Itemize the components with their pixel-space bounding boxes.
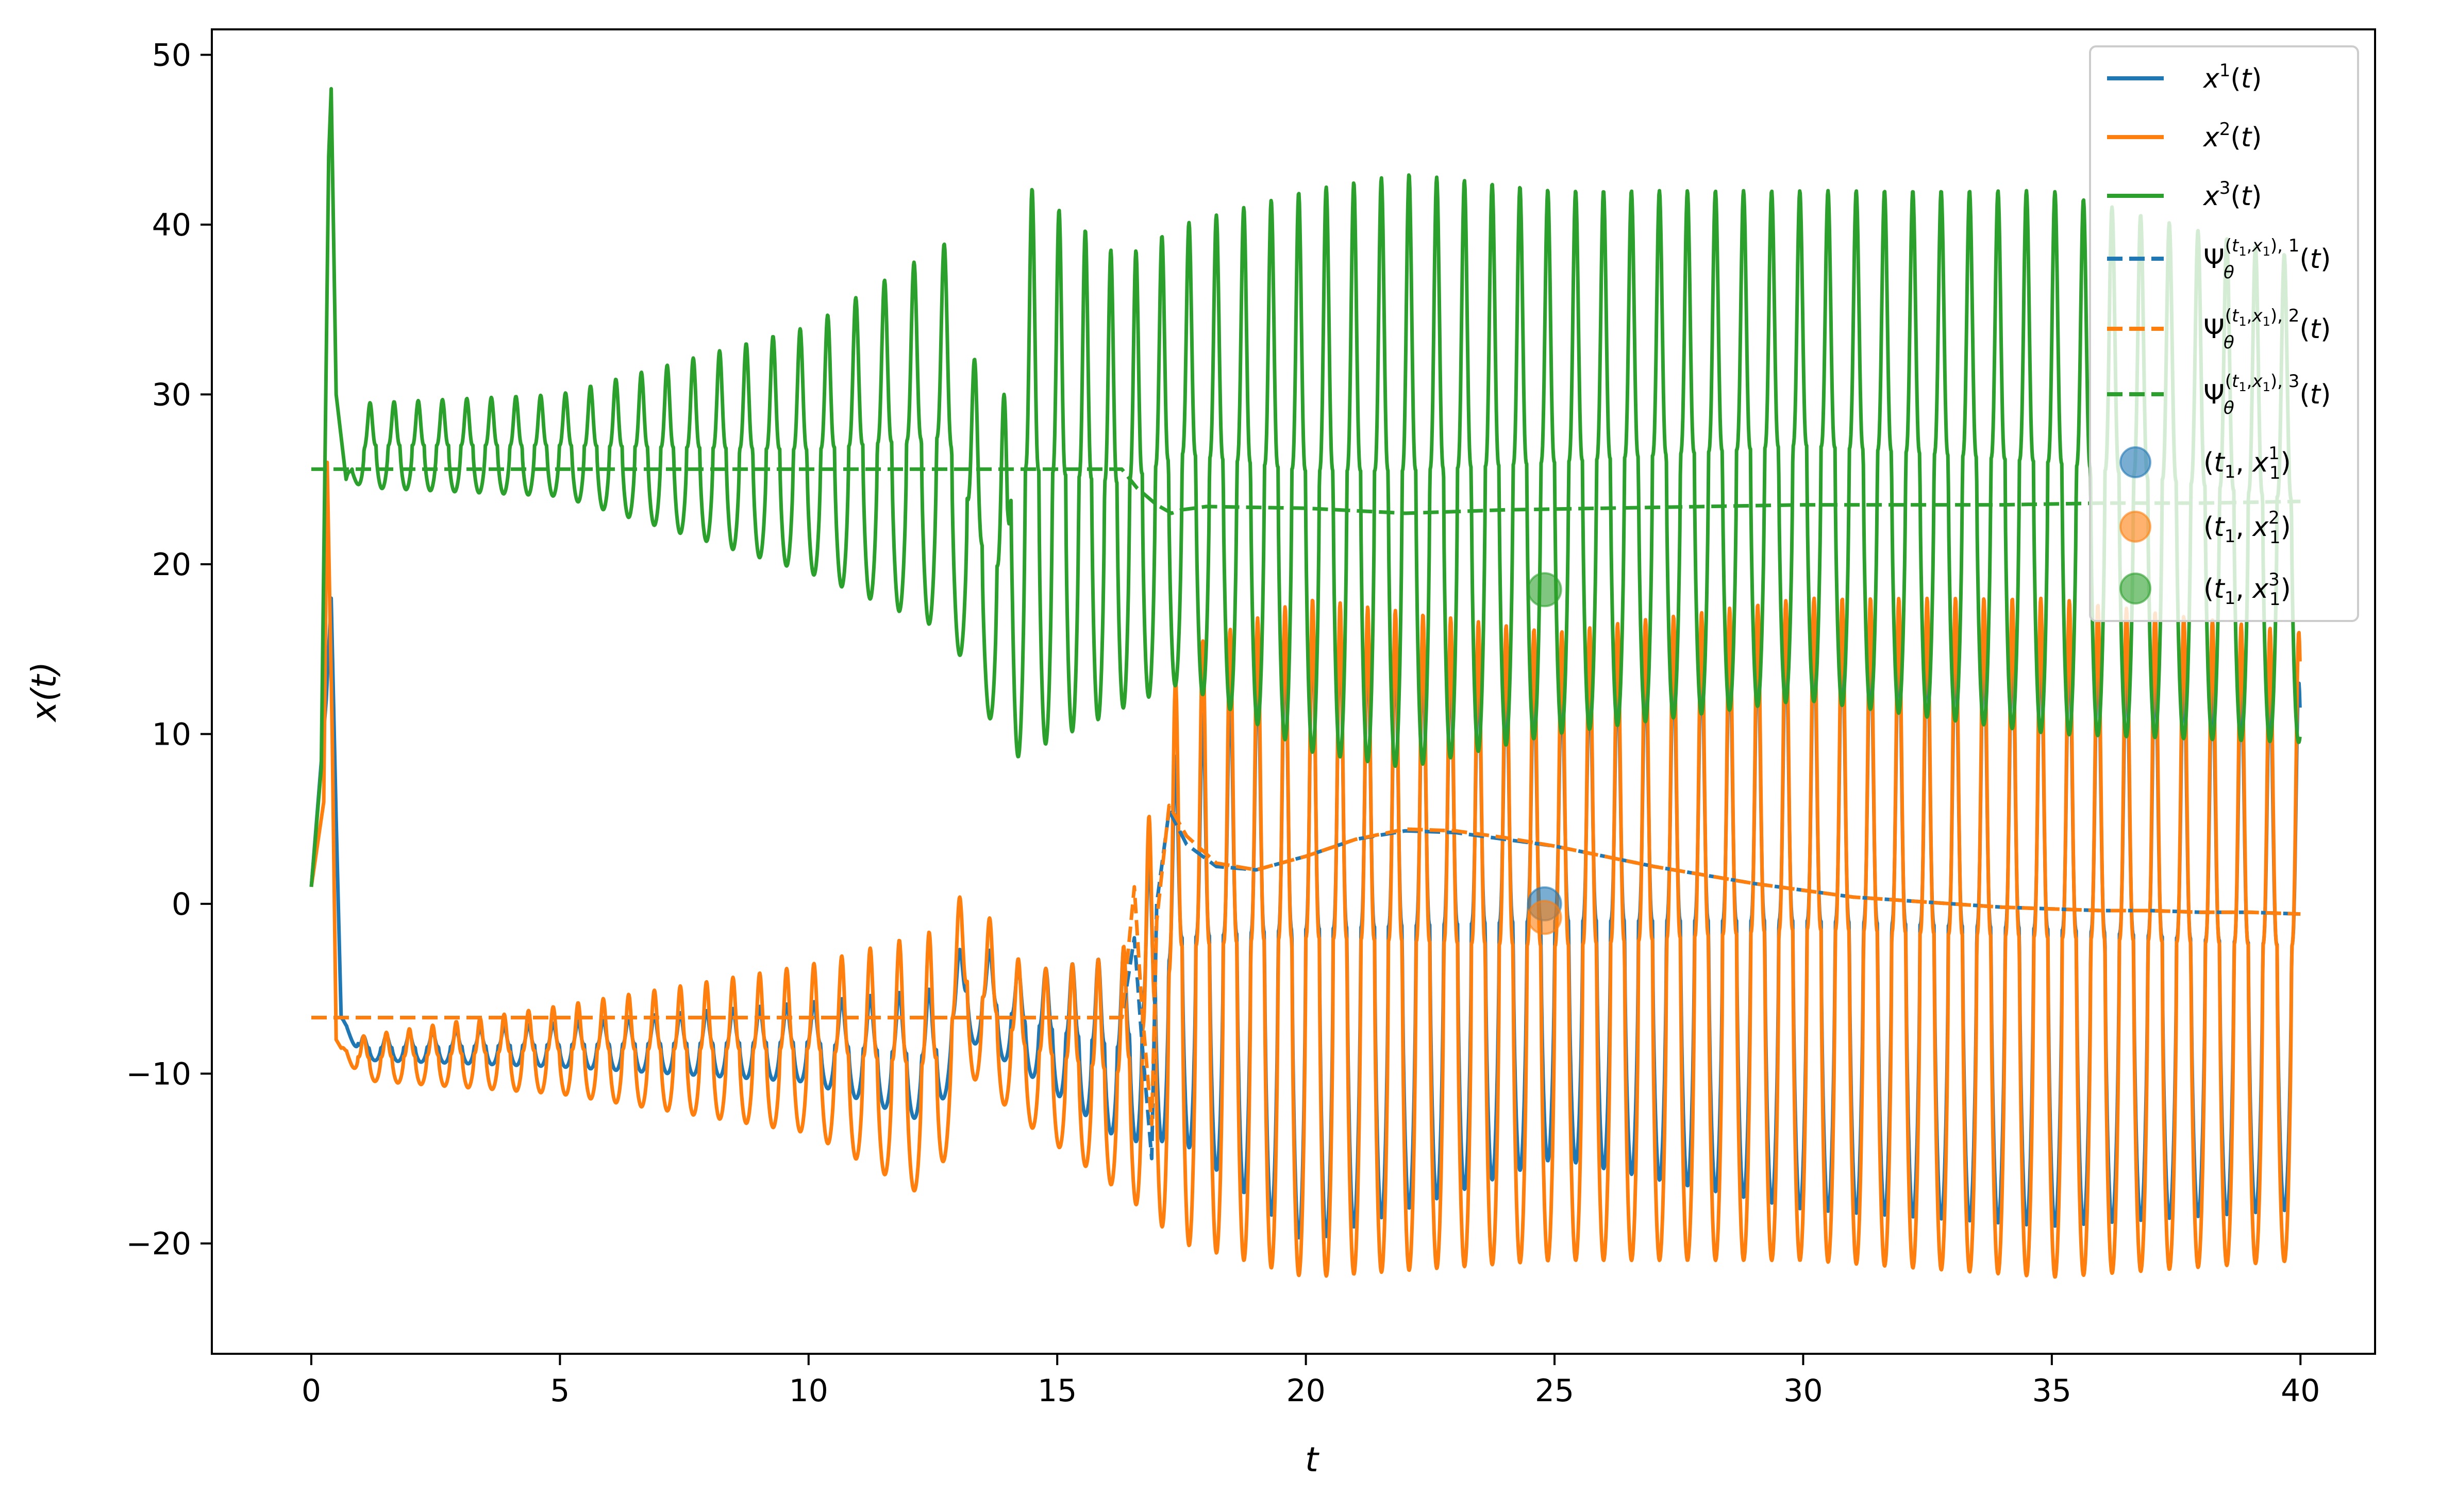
x-tick-label: 0 xyxy=(302,1373,321,1409)
x-tick-label: 15 xyxy=(1038,1373,1077,1409)
y-tick-label: 40 xyxy=(152,207,191,243)
y-tick-label: −20 xyxy=(126,1226,191,1262)
legend-label-x1: x1(t) xyxy=(2202,60,2262,94)
x-tick-label: 30 xyxy=(1783,1373,1823,1409)
legend-label-x2: x2(t) xyxy=(2202,119,2262,153)
series-line-3 xyxy=(309,87,2302,887)
legend-marker-t1x1-1 xyxy=(2119,446,2151,478)
series-line-6 xyxy=(311,467,2301,515)
x-tick-label: 35 xyxy=(2032,1373,2071,1409)
x-tick-label: 25 xyxy=(1535,1373,1574,1409)
legend-box xyxy=(2089,45,2359,622)
x-tick-label: 10 xyxy=(789,1373,828,1409)
marker-layer xyxy=(1527,572,1562,935)
y-tick-label: 50 xyxy=(152,37,191,73)
x-axis-title: t xyxy=(1305,1440,1319,1480)
y-axis: −20 −10 0 10 20 30 40 50 xyxy=(126,37,212,1262)
legend-label-t1x1-1: (t1, x1 1) xyxy=(2203,443,2291,483)
y-tick-label: 0 xyxy=(172,886,191,922)
series-layer xyxy=(309,87,2302,1279)
y-axis-title: x(t) xyxy=(24,662,64,723)
marker-point-2 xyxy=(1527,900,1562,935)
legend-label-t1x1-2: (t1, x2 1) xyxy=(2203,508,2291,548)
legend-marker-t1x1-2 xyxy=(2119,511,2151,543)
x-tick-label: 5 xyxy=(550,1373,570,1409)
series-line-5 xyxy=(311,803,2301,1127)
legend-label-t1x1-3: (t1, x3 1) xyxy=(2203,569,2291,610)
plot-frame xyxy=(211,28,2376,1355)
y-tick-label: 10 xyxy=(152,716,191,752)
y-tick-label: −10 xyxy=(126,1056,191,1092)
marker-point-3 xyxy=(1527,572,1562,608)
series-line-2 xyxy=(309,460,2302,1279)
y-tick-label: 20 xyxy=(152,547,191,583)
x-tick-label: 20 xyxy=(1286,1373,1325,1409)
x-axis: 0 5 10 15 20 25 30 35 40 xyxy=(302,1354,2320,1409)
y-tick-label: 30 xyxy=(152,377,191,413)
legend-marker-t1x1-3 xyxy=(2119,573,2151,604)
legend: x1(t) x2(t) x3(t) Ψθ(t1,x1), 1(t) Ψθ(t1,… xyxy=(2089,45,2359,622)
legend-label-x3: x3(t) xyxy=(2202,178,2262,212)
x-tick-label: 40 xyxy=(2281,1373,2320,1409)
